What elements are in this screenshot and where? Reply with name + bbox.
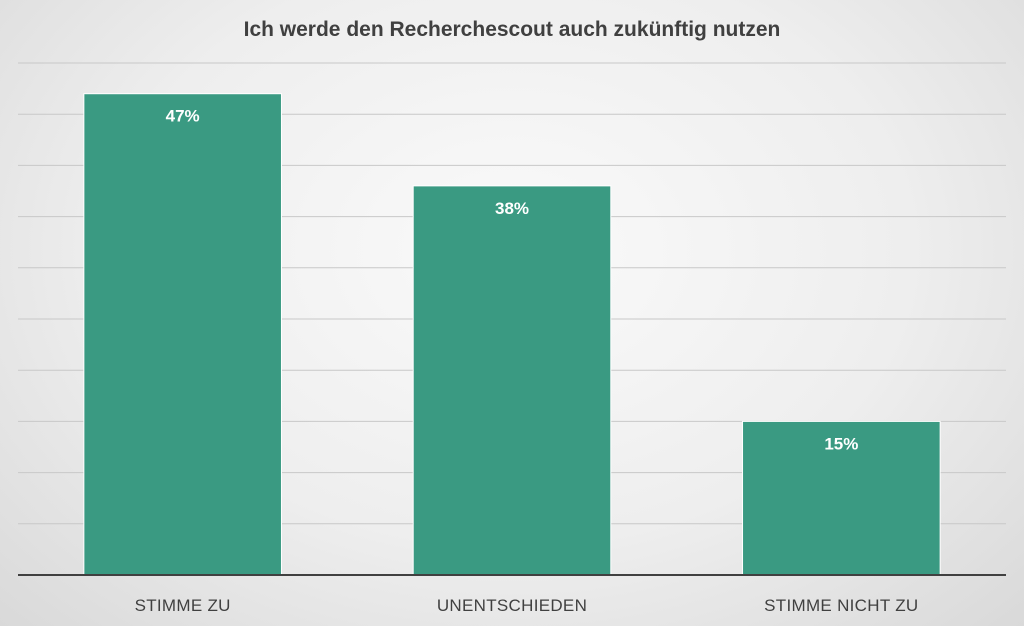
data-label: 47%	[166, 107, 200, 126]
bars	[83, 93, 941, 576]
data-label: 15%	[824, 434, 858, 453]
category-labels: STIMME ZU UNENTSCHIEDEN STIMME NICHT ZU	[135, 596, 919, 615]
data-label: 38%	[495, 199, 529, 218]
bar	[742, 420, 941, 576]
category-label: STIMME ZU	[135, 596, 231, 615]
data-labels: 47% 38% 15%	[166, 107, 859, 454]
category-label: STIMME NICHT ZU	[764, 596, 918, 615]
chart-title: Ich werde den Recherchescout auch zukünf…	[244, 18, 781, 41]
bar	[83, 93, 282, 576]
category-label: UNENTSCHIEDEN	[437, 596, 587, 615]
bar	[412, 185, 612, 576]
